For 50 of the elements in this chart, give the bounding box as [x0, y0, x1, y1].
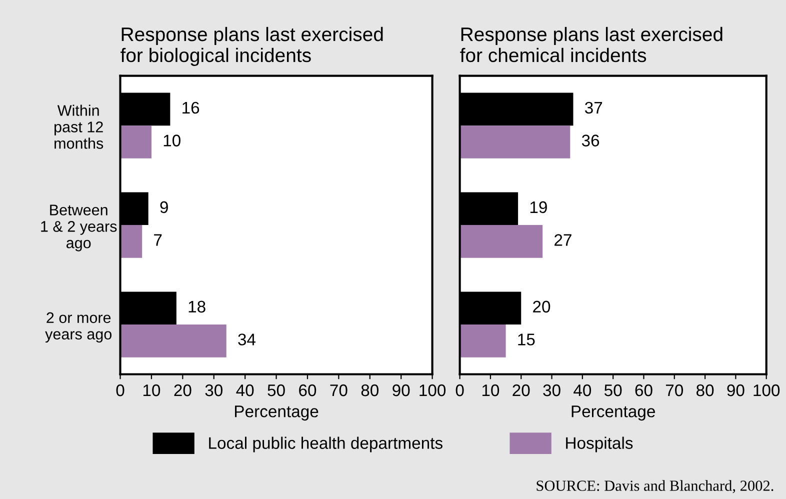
x-axis-title: Percentage	[235, 406, 318, 421]
y-tick-label: Within past 12 months	[54, 104, 104, 149]
x-tick-label: 30	[205, 384, 222, 396]
x-tick-label: 80	[696, 384, 714, 396]
bar	[120, 225, 142, 258]
chart-title: Response plans last exercised for chemical incidents	[460, 26, 722, 62]
bar	[460, 225, 543, 258]
x-tick-label: 30	[543, 384, 560, 396]
x-tick-label: 20	[174, 384, 192, 396]
bar	[120, 126, 152, 158]
x-tick-label: 40	[236, 384, 254, 396]
legend-label: Local public health departments	[209, 436, 442, 452]
x-tick-label: 100	[420, 384, 446, 396]
data-label: 19	[530, 201, 547, 214]
x-tick-label: 70	[330, 384, 348, 396]
x-tick-label: 90	[727, 384, 744, 396]
x-tick-label: 20	[512, 384, 530, 396]
data-label: 15	[518, 334, 535, 346]
x-tick-label: 50	[604, 384, 622, 396]
x-tick-label: 90	[392, 384, 410, 396]
x-tick-label: 0	[116, 384, 124, 396]
data-label: 7	[154, 234, 162, 246]
data-label: 18	[188, 300, 206, 313]
x-tick-label: 70	[666, 384, 684, 396]
data-label: 36	[582, 134, 600, 146]
x-axis-title: Percentage	[572, 406, 655, 421]
bar	[460, 126, 570, 158]
data-label: 10	[164, 134, 180, 146]
source-note: SOURCE: Davis and Blanchard, 2002.	[536, 480, 774, 494]
data-label: 9	[160, 201, 168, 214]
x-tick-label: 50	[268, 384, 285, 396]
data-label: 16	[182, 102, 200, 114]
y-tick-label: Between 1 & 2 years ago	[41, 204, 117, 252]
x-tick-label: 40	[574, 384, 592, 396]
x-tick-label: 10	[143, 384, 160, 396]
x-tick-label: 10	[482, 384, 500, 396]
data-label: 20	[533, 300, 550, 313]
y-tick-label: 2 or more years ago	[45, 312, 112, 343]
legend-label: Hospitals	[566, 436, 633, 452]
bar	[120, 324, 226, 358]
x-tick-label: 60	[299, 384, 316, 396]
chart-title: Response plans last exercised for biological incidents	[120, 26, 383, 66]
data-label: 34	[238, 334, 256, 346]
x-tick-label: 80	[361, 384, 379, 396]
data-label: 37	[584, 102, 602, 114]
x-tick-label: 60	[635, 384, 652, 396]
bar	[460, 324, 506, 358]
x-tick-label: 100	[754, 384, 780, 396]
data-label: 27	[554, 234, 572, 246]
x-tick-label: 0	[456, 384, 464, 396]
